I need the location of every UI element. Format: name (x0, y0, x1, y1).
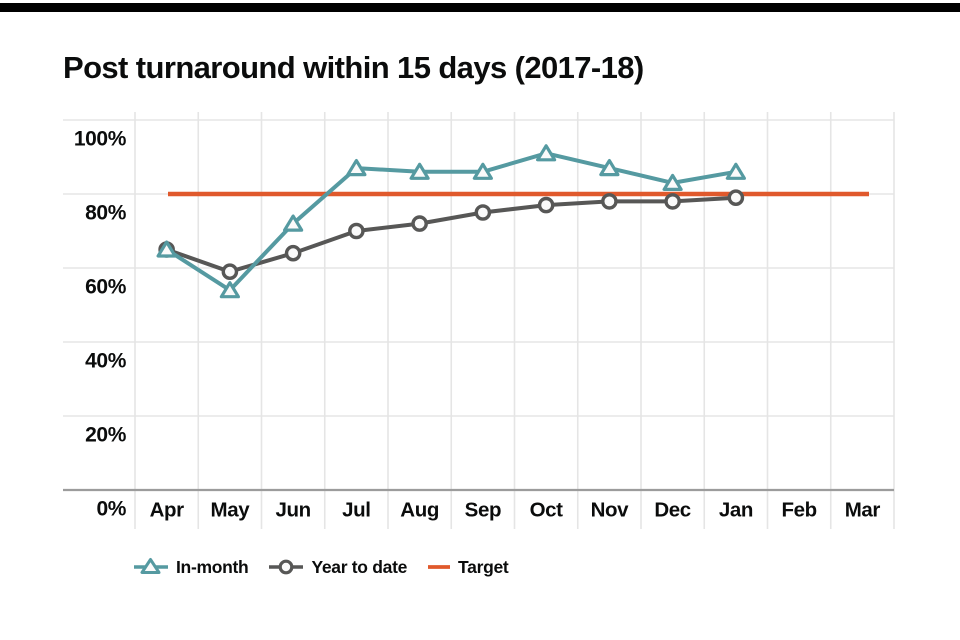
circle-marker-icon (284, 244, 302, 262)
target-marker-icon (427, 556, 451, 578)
in-month-marker-icon (133, 556, 169, 578)
top-border-bar (0, 3, 960, 12)
x-axis-tick-label: Jun (276, 498, 311, 521)
x-axis-tick-label: Feb (782, 498, 817, 521)
x-axis-tick-label: Mar (845, 498, 881, 521)
y-axis-tick-label: 0% (96, 498, 126, 521)
circle-marker-icon (348, 222, 365, 240)
x-axis-tick-label: Jan (719, 498, 753, 521)
circle-marker-icon (221, 263, 239, 281)
x-axis-tick-label: Dec (654, 498, 690, 521)
triangle-marker-icon (219, 281, 240, 299)
x-axis-tick-label: Apr (150, 498, 185, 521)
legend-label-year-to-date: Year to date (311, 556, 408, 577)
triangle-marker-icon (536, 144, 557, 162)
circle-marker-icon (727, 189, 745, 206)
series-line-year-to-date (164, 195, 738, 274)
triangle-marker-icon (409, 162, 430, 180)
triangle-marker-icon (472, 162, 493, 180)
x-axis-tick-label: Aug (400, 498, 439, 521)
x-axis-tick-label: Oct (530, 498, 564, 521)
legend-item-in-month: In-month (133, 556, 249, 578)
x-axis-tick-label: Sep (465, 498, 501, 521)
triangle-marker-icon (662, 173, 683, 191)
triangle-marker-icon (346, 159, 367, 177)
year-to-date-marker-icon (268, 556, 304, 578)
x-axis-tick-label: Jul (342, 498, 370, 521)
circle-marker-icon (537, 196, 555, 214)
legend-item-target: Target (427, 556, 509, 578)
legend-item-year-to-date: Year to date (268, 556, 407, 578)
legend-label-in-month: In-month (176, 556, 249, 577)
circle-marker-icon (601, 193, 618, 210)
chart-legend: In-month Year to date Target (133, 556, 509, 578)
triangle-marker-icon (599, 159, 620, 177)
y-axis-tick-label: 100% (74, 128, 127, 151)
circle-marker-icon (474, 204, 492, 221)
chart-title: Post turnaround within 15 days (2017-18) (63, 50, 644, 85)
y-axis-tick-label: 80% (85, 202, 127, 225)
x-axis-tick-label: May (211, 498, 251, 521)
circle-marker-icon (664, 193, 681, 210)
series-line-in-month (164, 151, 738, 293)
x-axis-tick-label: Nov (591, 498, 630, 521)
y-axis-tick-label: 60% (85, 276, 127, 299)
y-axis-tick-label: 20% (85, 424, 127, 447)
triangle-marker-icon (725, 162, 746, 180)
legend-label-target: Target (458, 556, 509, 577)
y-axis-tick-label: 40% (85, 350, 127, 373)
triangle-marker-icon (156, 240, 177, 258)
circle-marker-icon (411, 215, 428, 232)
triangle-marker-icon (283, 214, 304, 232)
